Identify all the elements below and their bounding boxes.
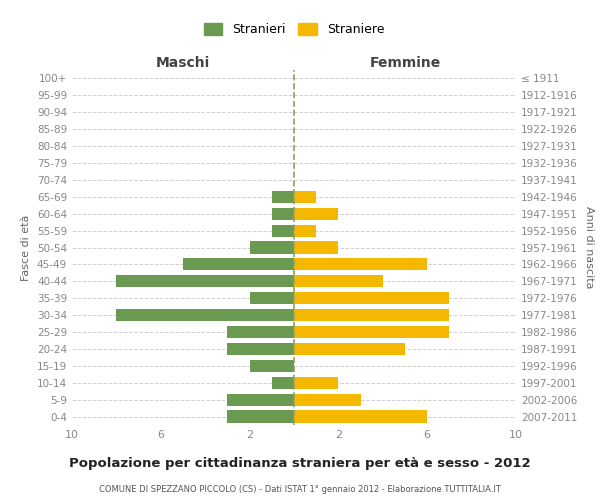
Y-axis label: Fasce di età: Fasce di età [22,214,31,280]
Bar [294,326,449,338]
Bar [294,190,316,203]
Text: Popolazione per cittadinanza straniera per età e sesso - 2012: Popolazione per cittadinanza straniera p… [69,458,531,470]
Text: COMUNE DI SPEZZANO PICCOLO (CS) - Dati ISTAT 1° gennaio 2012 - Elaborazione TUTT: COMUNE DI SPEZZANO PICCOLO (CS) - Dati I… [99,485,501,494]
Bar [250,360,294,372]
Bar [294,410,427,422]
Bar [294,224,316,236]
Text: Maschi: Maschi [156,56,210,70]
Bar [294,309,449,321]
Bar [294,258,427,270]
Bar [294,275,383,287]
Bar [227,326,294,338]
Bar [294,292,449,304]
Bar [294,343,405,355]
Bar [294,242,338,254]
Y-axis label: Anni di nascita: Anni di nascita [584,206,594,289]
Bar [250,292,294,304]
Bar [294,208,338,220]
Bar [272,224,294,236]
Legend: Stranieri, Straniere: Stranieri, Straniere [200,20,388,40]
Bar [272,208,294,220]
Bar [294,394,361,406]
Text: Femmine: Femmine [370,56,440,70]
Bar [116,309,294,321]
Bar [250,242,294,254]
Bar [272,376,294,389]
Bar [227,410,294,422]
Bar [272,190,294,203]
Bar [227,394,294,406]
Bar [227,343,294,355]
Bar [294,376,338,389]
Bar [116,275,294,287]
Bar [183,258,294,270]
